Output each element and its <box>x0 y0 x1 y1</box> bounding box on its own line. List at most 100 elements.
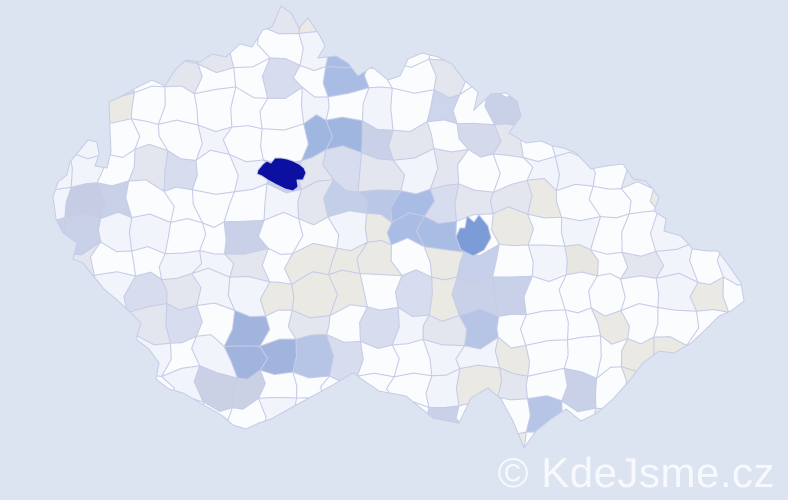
district-polygon <box>0 118 4 161</box>
district-polygon <box>53 397 73 435</box>
district-polygon <box>328 460 367 498</box>
district-polygon <box>0 246 5 286</box>
district-polygon <box>588 33 630 68</box>
district-polygon <box>356 6 400 31</box>
district-polygon <box>193 86 237 133</box>
district-polygon <box>356 25 396 70</box>
district-polygon <box>0 91 38 128</box>
district-polygon <box>520 6 565 36</box>
district-polygon <box>323 393 367 441</box>
district-polygon <box>55 460 102 499</box>
district-polygon <box>0 374 2 407</box>
district-polygon <box>458 60 500 96</box>
district-polygon <box>720 183 744 223</box>
district-polygon <box>0 401 7 440</box>
district-polygon <box>91 88 135 124</box>
district-polygon <box>685 214 723 250</box>
district-polygon <box>681 6 730 37</box>
district-polygon <box>0 280 38 313</box>
district-polygon <box>0 56 6 91</box>
district-polygon <box>0 157 4 191</box>
district-polygon <box>0 401 40 436</box>
district-polygon <box>322 6 371 7</box>
district-polygon <box>101 427 140 448</box>
district-polygon <box>717 216 744 248</box>
district-polygon <box>0 430 7 466</box>
district-polygon <box>359 493 404 500</box>
district-polygon <box>56 0 103 2</box>
district-polygon <box>489 24 529 69</box>
district-polygon <box>489 6 531 35</box>
district-polygon <box>159 0 204 1</box>
district-polygon <box>53 150 73 191</box>
district-polygon <box>132 6 161 35</box>
district-polygon <box>260 123 309 165</box>
district-polygon <box>0 0 32 5</box>
district-polygon <box>3 56 37 93</box>
district-polygon <box>164 218 207 255</box>
district-polygon <box>0 119 38 157</box>
district-polygon <box>53 428 71 448</box>
district-polygon <box>125 469 170 500</box>
district-polygon <box>753 0 788 41</box>
district-polygon <box>0 486 5 500</box>
district-polygon <box>0 488 41 500</box>
district-polygon <box>756 272 788 311</box>
district-polygon <box>320 375 367 402</box>
district-polygon <box>0 85 3 127</box>
district-polygon <box>53 85 68 129</box>
district-polygon <box>386 372 433 408</box>
district-polygon <box>763 375 788 408</box>
district-polygon <box>363 62 395 89</box>
district-polygon <box>60 429 105 448</box>
district-polygon <box>53 213 66 254</box>
district-polygon <box>292 493 337 500</box>
district-polygon <box>322 6 368 31</box>
district-polygon <box>61 337 104 375</box>
district-polygon <box>0 213 39 246</box>
district-polygon <box>720 60 744 100</box>
district-polygon <box>60 490 104 500</box>
district-polygon <box>151 6 205 35</box>
district-polygon <box>162 432 205 448</box>
district-polygon <box>662 125 696 160</box>
district-polygon <box>461 461 503 500</box>
district-polygon <box>389 6 430 33</box>
district-polygon <box>564 33 596 68</box>
district-polygon <box>621 366 667 400</box>
district-polygon <box>424 456 466 500</box>
district-polygon <box>67 366 108 408</box>
district-polygon <box>68 307 101 340</box>
district-polygon <box>192 494 236 500</box>
district-polygon <box>620 148 664 190</box>
district-polygon <box>60 26 98 68</box>
district-polygon <box>330 493 365 500</box>
district-polygon <box>31 460 60 500</box>
district-polygon <box>195 6 232 38</box>
district-polygon <box>753 0 788 2</box>
district-polygon <box>723 306 744 346</box>
district-polygon <box>0 240 43 285</box>
district-polygon <box>423 430 469 448</box>
district-polygon <box>621 129 671 160</box>
district-polygon <box>259 435 301 448</box>
district-polygon <box>295 0 327 3</box>
district-polygon <box>689 23 731 65</box>
district-polygon <box>419 0 459 3</box>
district-polygon <box>520 33 571 65</box>
district-polygon <box>322 432 364 448</box>
district-polygon <box>53 32 66 68</box>
district-polygon <box>0 335 28 379</box>
district-polygon <box>0 185 1 216</box>
district-polygon <box>457 24 503 67</box>
district-polygon <box>131 425 170 448</box>
district-polygon <box>619 63 663 100</box>
district-polygon <box>755 153 787 187</box>
district-polygon <box>594 6 628 37</box>
district-polygon <box>588 125 633 161</box>
district-polygon <box>197 0 238 4</box>
district-polygon <box>621 31 667 69</box>
district-polygon <box>560 57 599 94</box>
district-polygon <box>654 80 691 131</box>
district-polygon <box>622 0 664 3</box>
